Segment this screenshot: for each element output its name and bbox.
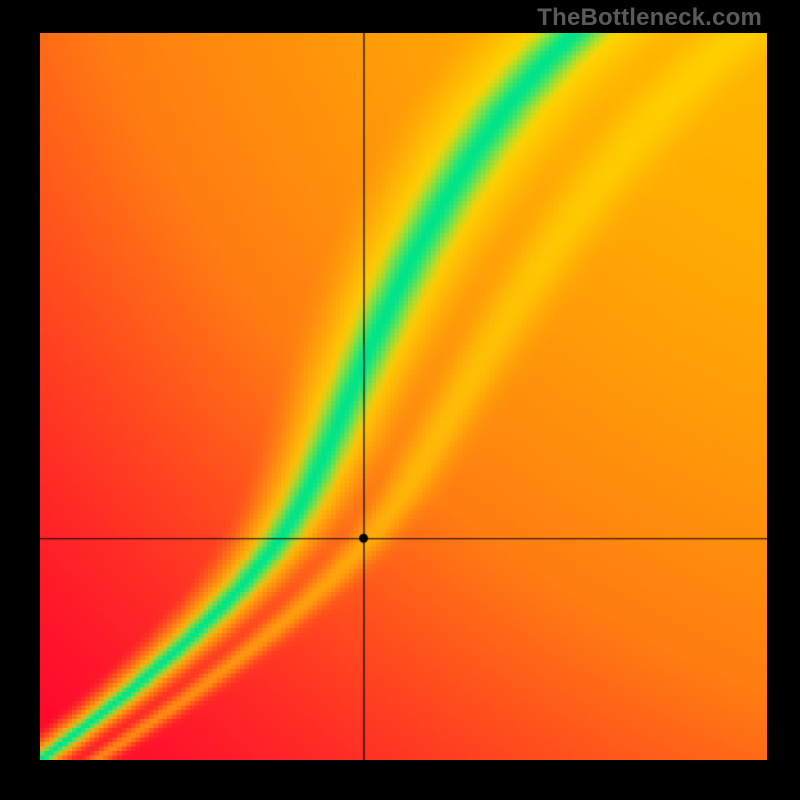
heatmap-canvas — [40, 33, 767, 760]
watermark-text: TheBottleneck.com — [537, 4, 762, 32]
figure-container: TheBottleneck.com — [0, 0, 800, 800]
